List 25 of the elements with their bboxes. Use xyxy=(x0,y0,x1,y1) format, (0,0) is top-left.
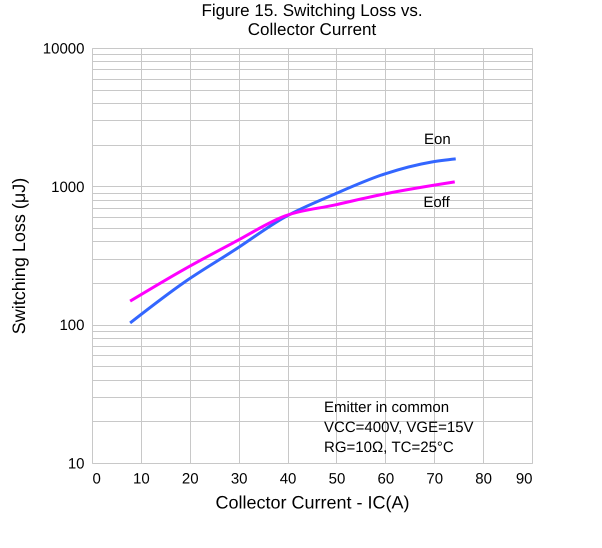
annotation: Emitter in common xyxy=(324,399,450,416)
y-axis-title: Switching Loss (μJ) xyxy=(8,178,29,334)
text: Figure 15. Switching Loss vs. xyxy=(201,1,423,20)
x-tick-label: 50 xyxy=(328,470,346,488)
y-tick-label: 10 xyxy=(68,456,84,472)
x-tick-label: 40 xyxy=(280,470,296,488)
x-axis-title: Collector Current - IC(A) xyxy=(215,492,410,512)
annotation: RG=10Ω, TC=25°C xyxy=(324,439,454,456)
annotation: VCC=400V, VGE=15V xyxy=(324,419,474,436)
x-tick-label: 20 xyxy=(182,470,199,488)
y-tick-label: 100 xyxy=(59,317,84,334)
x-tick-label: 30 xyxy=(230,470,248,488)
text: Collector Current xyxy=(248,20,376,39)
y-tick-label: 1000 xyxy=(51,178,84,196)
x-tick-label: 0 xyxy=(92,470,101,488)
x-tick-label: 90 xyxy=(516,470,532,488)
series-label: Eoff xyxy=(423,194,451,211)
series-label: Eon xyxy=(424,130,451,148)
x-tick-label: 70 xyxy=(426,470,444,488)
x-tick-label: 10 xyxy=(133,470,150,488)
x-tick-label: 80 xyxy=(475,470,492,488)
y-tick-label: 10000 xyxy=(42,40,84,58)
line-series xyxy=(128,180,456,303)
line-series xyxy=(128,157,458,324)
x-tick-label: 60 xyxy=(377,470,394,488)
